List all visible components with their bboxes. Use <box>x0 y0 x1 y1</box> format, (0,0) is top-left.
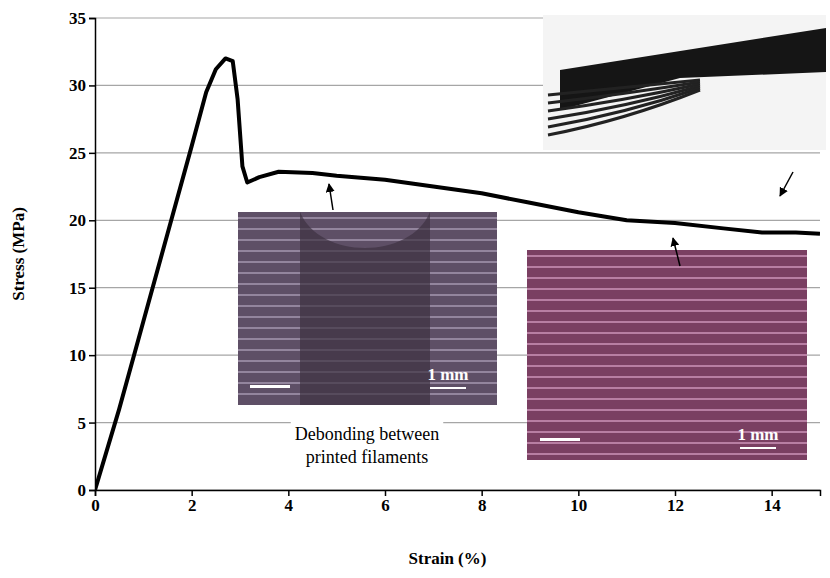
tick-label: 30 <box>69 76 86 95</box>
inset-filament <box>238 239 497 241</box>
tick-mark <box>89 355 95 357</box>
tick: 5 <box>78 414 96 433</box>
inset-fracture <box>300 212 430 405</box>
inset-filament <box>548 90 700 135</box>
tick-label: 6 <box>381 496 390 515</box>
inset-filament <box>527 277 807 279</box>
tick-label: 0 <box>78 481 87 500</box>
arrow <box>673 238 680 266</box>
scale-bar <box>540 438 580 441</box>
axis-line <box>96 491 821 497</box>
tick-mark <box>89 287 95 289</box>
inset-filament <box>527 343 807 345</box>
inset-filament <box>548 88 700 127</box>
tick: 30 <box>69 76 95 95</box>
inset-left <box>238 212 497 405</box>
tick: 10 <box>570 490 587 515</box>
chart: 0 2 4 6 8 10 12 14 0 5 10 15 20 25 30 35 Strain (%) Stres… <box>0 0 830 578</box>
grid-line <box>95 152 820 153</box>
arrow <box>780 172 793 196</box>
tick-label: 8 <box>478 496 487 515</box>
tick-mark <box>89 153 95 155</box>
inset-filament <box>238 228 497 230</box>
tick: 0 <box>78 481 96 500</box>
scale-bar <box>430 387 466 389</box>
tick: 12 <box>667 490 684 515</box>
inset-filament <box>527 310 807 312</box>
tick: 25 <box>69 144 95 163</box>
inset-filament <box>527 299 807 301</box>
tick-label: 20 <box>69 211 86 230</box>
tick: 10 <box>69 346 95 365</box>
tick: 15 <box>69 279 95 298</box>
inset-filament <box>527 398 807 400</box>
tick: 0 <box>91 490 100 515</box>
inset-filament <box>527 255 807 257</box>
tick-mark <box>89 85 95 87</box>
inset-filament <box>238 217 497 219</box>
tick-mark <box>89 422 95 424</box>
inset-filament <box>527 376 807 378</box>
tick: 6 <box>381 490 390 515</box>
arrow <box>329 184 333 210</box>
tick: 8 <box>478 490 487 515</box>
inset-right <box>527 250 807 460</box>
tick: 2 <box>188 490 197 515</box>
tick-label: 35 <box>69 9 86 28</box>
tick-label: 10 <box>570 496 587 515</box>
plot-area <box>95 58 820 490</box>
axis-line <box>89 19 96 491</box>
tick-mark <box>89 220 95 222</box>
inset-image <box>527 250 807 460</box>
stress-strain-line <box>95 58 820 490</box>
inset-filament <box>527 332 807 334</box>
y-axis-title: Stress (MPa) <box>9 207 28 301</box>
tick: 4 <box>285 490 294 515</box>
inset-filament <box>527 288 807 290</box>
tick: 14 <box>764 490 782 515</box>
x-axis: 0 2 4 6 8 10 12 14 <box>91 490 820 515</box>
scale-bar <box>740 447 776 449</box>
tick: 20 <box>69 211 95 230</box>
tick-label: 15 <box>69 279 86 298</box>
inset-filament <box>548 86 700 119</box>
inset-top <box>543 15 826 150</box>
tick: 35 <box>69 9 95 28</box>
inset-image <box>543 15 826 150</box>
x-axis-title: Strain (%) <box>409 549 487 568</box>
tick-label: 2 <box>188 496 197 515</box>
tick-label: 14 <box>764 496 782 515</box>
inset-filament <box>527 409 807 411</box>
tick-label: 5 <box>78 414 87 433</box>
tick-label: 12 <box>667 496 684 515</box>
scale-bar <box>250 385 290 388</box>
inset-filament <box>527 266 807 268</box>
inset-filament <box>527 420 807 422</box>
inset-filament <box>527 354 807 356</box>
inset-filament <box>527 365 807 367</box>
y-axis: 0 5 10 15 20 25 30 35 <box>69 9 96 500</box>
inset-image <box>238 212 497 405</box>
inset-filament <box>527 321 807 323</box>
tick-label: 25 <box>69 144 86 163</box>
inset-filament <box>527 453 807 455</box>
insets <box>238 15 826 460</box>
tick-label: 10 <box>69 346 86 365</box>
inset-filament <box>527 387 807 389</box>
scale-label: 1 mm <box>427 365 468 384</box>
tick-label: 4 <box>285 496 294 515</box>
annotation: Debonding betweenprinted filaments <box>295 424 439 467</box>
tick-mark <box>89 18 95 20</box>
scale-label: 1 mm <box>737 425 778 444</box>
annotation-background <box>291 422 443 469</box>
tick-label: 0 <box>91 496 100 515</box>
annotation-group: Debonding betweenprinted filaments <box>291 422 443 469</box>
tick-mark <box>89 490 95 492</box>
